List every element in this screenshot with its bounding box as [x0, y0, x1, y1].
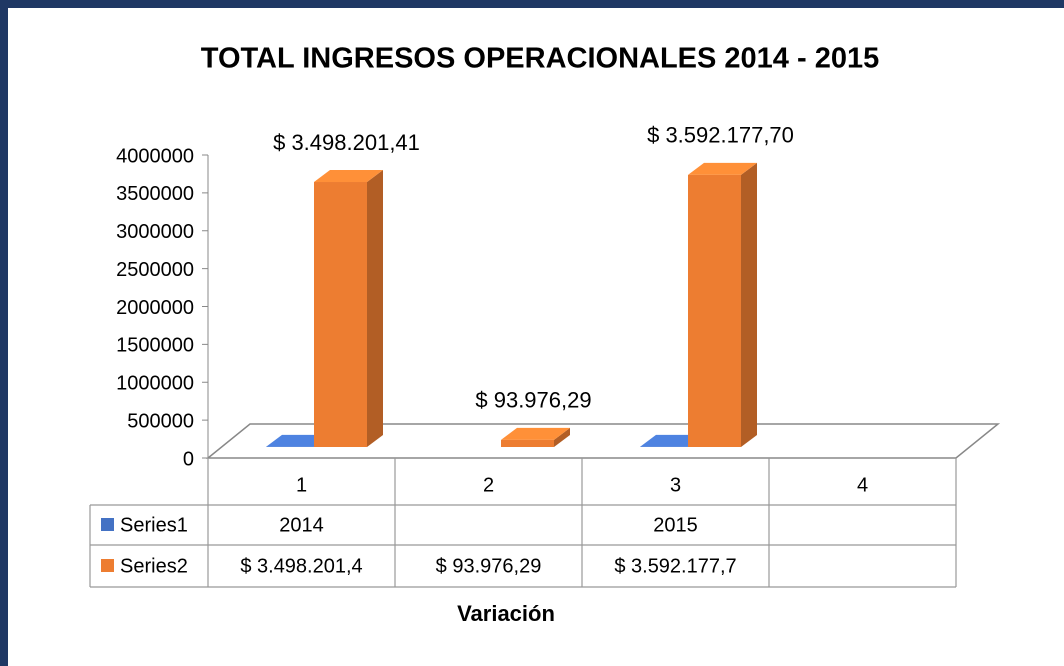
bar — [501, 439, 554, 447]
data-label: $ 3.498.201,41 — [273, 130, 420, 155]
y-tick-label: 1500000 — [116, 335, 194, 357]
x-axis-label: Variación — [457, 601, 555, 626]
table-cell: 2015 — [653, 514, 698, 536]
bar — [314, 182, 367, 448]
x-tick-label: 4 — [857, 474, 868, 496]
table-cell: $ 93.976,29 — [436, 555, 542, 577]
legend-key — [101, 559, 114, 572]
y-tick-label: 2000000 — [116, 297, 194, 319]
legend-key — [101, 518, 114, 531]
y-tick-label: 3000000 — [116, 221, 194, 243]
x-tick-label: 2 — [483, 474, 494, 496]
legend-label: Series1 — [120, 514, 188, 536]
bar-top — [314, 170, 383, 183]
x-tick-label: 1 — [296, 474, 307, 496]
y-tick-label: 2500000 — [116, 259, 194, 281]
legend-label: Series2 — [120, 555, 188, 577]
bar — [688, 174, 741, 448]
bar-side — [367, 170, 383, 448]
y-tick-label: 0 — [183, 448, 194, 470]
floor — [205, 423, 1001, 459]
y-tick-label: 4000000 — [116, 145, 194, 167]
table-cell: 2014 — [279, 514, 324, 536]
bar-side — [741, 162, 757, 448]
y-tick-label: 500000 — [127, 410, 194, 432]
y-tick-label: 1000000 — [116, 373, 194, 395]
bar-top — [688, 162, 757, 175]
x-tick-label: 3 — [670, 474, 681, 496]
bar-top — [501, 427, 570, 440]
y-tick-label: 3500000 — [116, 183, 194, 205]
data-label: $ 93.976,29 — [475, 388, 591, 413]
chart-title: TOTAL INGRESOS OPERACIONALES 2014 - 2015 — [201, 43, 879, 75]
table-cell: $ 3.498.201,4 — [240, 555, 362, 577]
data-label: $ 3.592.177,70 — [647, 123, 794, 148]
table-cell: $ 3.592.177,7 — [614, 555, 736, 577]
bar-side — [554, 427, 570, 447]
